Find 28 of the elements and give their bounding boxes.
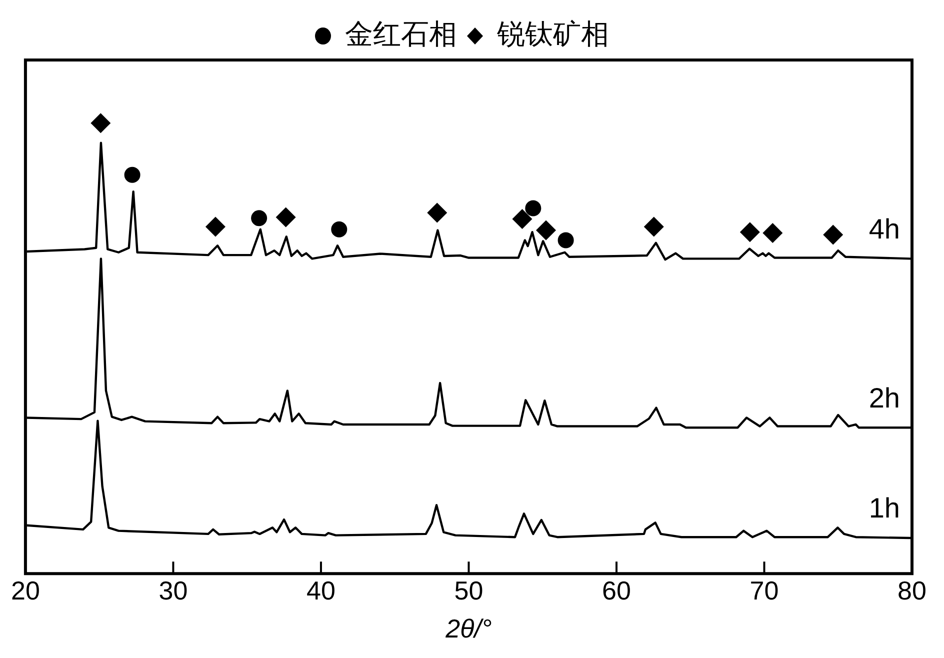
x-tick-label: 80 bbox=[898, 575, 926, 606]
x-tick-label: 20 bbox=[11, 575, 40, 606]
x-tick-label: 40 bbox=[306, 575, 336, 606]
series-label: 2h bbox=[868, 382, 900, 414]
point bbox=[251, 210, 268, 226]
point bbox=[558, 232, 574, 248]
point bbox=[536, 220, 556, 240]
point bbox=[512, 209, 532, 230]
point bbox=[525, 200, 542, 216]
point bbox=[276, 207, 296, 228]
point bbox=[427, 202, 448, 223]
legend-label: 锐钛矿相 bbox=[496, 18, 609, 50]
x-axis-title: 2θ/° bbox=[444, 614, 492, 644]
series-label: 1h bbox=[868, 492, 900, 524]
point bbox=[823, 224, 844, 245]
x-tick-label: 50 bbox=[454, 575, 484, 606]
x-tick-label: 60 bbox=[602, 575, 631, 606]
point bbox=[762, 223, 783, 243]
x-tick-label: 30 bbox=[158, 575, 188, 606]
x-tick-label: 70 bbox=[750, 575, 779, 606]
point bbox=[331, 221, 348, 238]
legend-label: 金红石相 bbox=[345, 18, 457, 50]
point bbox=[740, 222, 760, 242]
point bbox=[90, 113, 111, 134]
point bbox=[205, 216, 226, 237]
point bbox=[124, 166, 140, 183]
point bbox=[644, 216, 664, 237]
series-label: 4h bbox=[868, 213, 900, 244]
